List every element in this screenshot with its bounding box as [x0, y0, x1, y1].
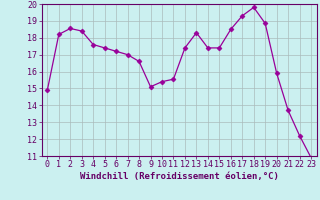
X-axis label: Windchill (Refroidissement éolien,°C): Windchill (Refroidissement éolien,°C) — [80, 172, 279, 181]
